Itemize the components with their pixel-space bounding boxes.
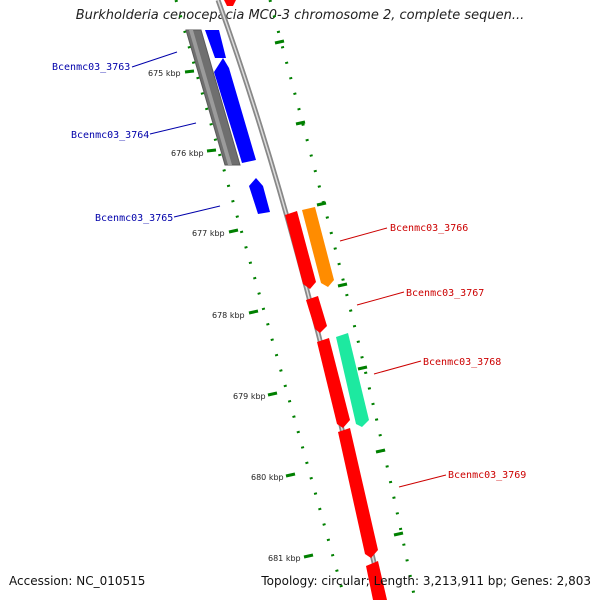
major-ticks	[184, 39, 404, 559]
major-tick-680	[285, 472, 296, 478]
gene-label-bcenmc03-3763[interactable]: Bcenmc03_3763	[52, 62, 130, 73]
gene-grey-highlight	[189, 30, 232, 165]
gene-label-bcenmc03-3764[interactable]: Bcenmc03_3764	[71, 130, 149, 141]
major-tick-679	[267, 391, 278, 397]
leader-line-3765	[173, 205, 221, 218]
gene-label-bcenmc03-3768[interactable]: Bcenmc03_3768	[423, 357, 501, 368]
gene-bcenmc03-3767-shape[interactable]	[306, 296, 327, 333]
gene-bcenmc03-3766-shape[interactable]	[285, 211, 316, 289]
topology-summary: Topology: circular; Length: 3,213,911 bp…	[261, 574, 591, 588]
major-tick-right-2	[295, 120, 306, 126]
gene-bcenmc03-3763-shape[interactable]	[205, 30, 226, 58]
leader-line-3769	[398, 474, 447, 488]
gene-bcenmc03-3764-shape[interactable]	[214, 58, 256, 163]
gene-bcenmc03-3768-shape[interactable]	[317, 338, 350, 428]
gene-fragment-top[interactable]	[224, 0, 236, 6]
tick-label-675: 675 kbp	[148, 69, 181, 78]
gene-orange-shape[interactable]	[302, 207, 334, 287]
major-tick-right-4	[337, 282, 348, 288]
major-tick-676	[206, 148, 217, 153]
accession-label: Accession: NC_010515	[9, 574, 146, 588]
major-tick-right-3	[316, 201, 327, 207]
leader-lines	[131, 51, 447, 488]
leader-line-3763	[131, 51, 178, 68]
ticks-track-right	[268, 0, 417, 600]
major-tick-right-6	[375, 448, 386, 454]
gene-label-bcenmc03-3766[interactable]: Bcenmc03_3766	[390, 223, 468, 234]
leader-line-3764	[149, 122, 197, 135]
tick-label-679: 679 kbp	[233, 392, 266, 401]
gene-bcenmc03-3769-shape[interactable]	[338, 428, 378, 558]
gene-label-bcenmc03-3767[interactable]: Bcenmc03_3767	[406, 288, 484, 299]
gene-label-bcenmc03-3769[interactable]: Bcenmc03_3769	[448, 470, 526, 481]
tick-label-678: 678 kbp	[212, 311, 245, 320]
gene-bcenmc03-3765-shape[interactable]	[249, 178, 270, 214]
major-tick-right-7	[393, 531, 404, 537]
gene-label-bcenmc03-3765[interactable]: Bcenmc03_3765	[95, 213, 173, 224]
ticks-track-left	[174, 0, 347, 600]
gene-bottom-red-fragment[interactable]	[366, 561, 387, 600]
major-tick-678	[248, 309, 259, 315]
major-tick-677	[228, 228, 239, 234]
major-tick-681	[303, 553, 314, 559]
leader-line-3766	[339, 227, 388, 242]
leader-line-3767	[356, 291, 405, 306]
tick-label-676: 676 kbp	[171, 149, 204, 158]
major-tick-675	[184, 69, 195, 74]
map-title: Burkholderia cenocepacia MC0-3 chromosom…	[75, 8, 525, 23]
leader-line-3768	[373, 360, 422, 375]
tick-label-677: 677 kbp	[192, 229, 225, 238]
tick-label-681: 681 kbp	[268, 554, 301, 563]
major-tick-right-5	[357, 365, 368, 371]
major-tick-right-1	[274, 39, 285, 45]
tick-label-680: 680 kbp	[251, 473, 284, 482]
gene-bcenmc03-3768-teal-shape[interactable]	[336, 333, 369, 427]
